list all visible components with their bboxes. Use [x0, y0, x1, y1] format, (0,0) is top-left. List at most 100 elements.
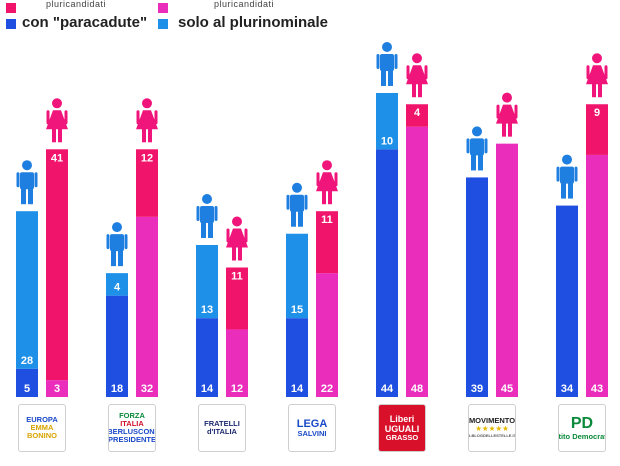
bar-women-plurinominale — [406, 104, 428, 127]
man-icon — [106, 222, 128, 267]
logo-text: ITALIA — [120, 419, 144, 428]
label-women-paracadute: 22 — [321, 383, 333, 395]
bar-women-paracadute — [46, 380, 68, 397]
logo-text: d'ITALIA — [207, 427, 237, 436]
logo-text: BERLUSCONI — [108, 427, 156, 436]
forza-italia-logo: FORZA ITALIA BERLUSCONI PRESIDENTE — [108, 404, 156, 452]
logo-text: Partito Democratico — [558, 432, 606, 441]
fratelli-italia-logo: FRATELLI d'ITALIA — [198, 404, 246, 452]
legend-swatch-pink-2 — [158, 3, 168, 13]
logo-text: SALVINI — [297, 429, 327, 438]
legend-label-left: con "paracadute" — [22, 14, 148, 31]
logo-text: UGUALI — [384, 424, 420, 434]
legend-note-right: pluricandidati — [214, 0, 275, 9]
man-icon — [196, 193, 218, 238]
woman-icon — [586, 53, 608, 98]
man-icon — [376, 41, 398, 86]
label-women-paracadute: 32 — [141, 383, 153, 395]
logo-text: FRATELLI — [204, 419, 240, 428]
label-women-paracadute: 3 — [54, 383, 60, 395]
woman-icon — [496, 92, 518, 137]
label-men-paracadute: 44 — [381, 383, 394, 395]
bar-women-paracadute — [316, 273, 338, 397]
bar-women-paracadute — [226, 329, 248, 397]
bar-women-plurinominale — [46, 149, 68, 381]
label-men-paracadute: 18 — [111, 383, 123, 395]
label-men-paracadute: 5 — [24, 383, 30, 395]
bar-men-plurinominale — [106, 273, 128, 296]
bar-men-paracadute — [466, 177, 488, 397]
label-women-plurinominale: 11 — [231, 271, 243, 283]
logo-text: ILBLOGDELLESTELLE.IT — [468, 433, 516, 438]
legend-swatch-pink — [6, 3, 16, 13]
bar-men-plurinominale — [196, 244, 218, 319]
label-men-paracadute: 14 — [201, 383, 214, 395]
legend-swatch-blue — [6, 19, 16, 29]
legend-note-left: pluricandidati — [46, 0, 107, 9]
woman-icon — [406, 53, 428, 98]
woman-icon — [226, 216, 248, 261]
label-men-paracadute: 14 — [291, 383, 304, 395]
bar-men-paracadute — [556, 205, 578, 397]
bar-women-paracadute — [586, 154, 608, 397]
movimento-5-stelle-logo: MOVIMENTO ★★★★★ ILBLOGDELLESTELLE.IT — [468, 404, 516, 452]
logo-text: LEGA — [296, 418, 328, 430]
bar-men-paracadute — [16, 368, 38, 397]
label-women-paracadute: 12 — [231, 383, 243, 395]
liberi-uguali-logo: Liberi UGUALI GRASSO — [378, 404, 426, 452]
woman-icon — [46, 98, 68, 143]
lega-logo: LEGA SALVINI — [288, 404, 336, 452]
legend-label-right: solo al plurinominale — [178, 14, 329, 31]
bar-men-paracadute — [196, 318, 218, 397]
logo-text: BONINO — [27, 431, 57, 440]
bar-women-paracadute — [496, 143, 518, 397]
legend-swatch-blue-2 — [158, 19, 168, 29]
logo-text: MOVIMENTO — [468, 416, 516, 425]
partito-democratico-logo: PDPartito Democratico — [558, 404, 606, 452]
bar-women-plurinominale — [316, 211, 338, 274]
logo-text: Liberi — [389, 414, 415, 424]
label-women-paracadute: 43 — [591, 383, 603, 395]
legend: pluricandidati con "paracadute" plurican… — [0, 0, 620, 40]
bar-women-plurinominale — [586, 104, 608, 155]
bar-men-paracadute — [376, 149, 398, 397]
label-men-plurinominale: 15 — [291, 304, 303, 316]
label-women-paracadute: 45 — [501, 383, 513, 395]
label-men-plurinominale: 28 — [21, 355, 33, 367]
label-women-paracadute: 48 — [411, 383, 423, 395]
label-men-plurinominale: 10 — [381, 135, 393, 147]
bar-women-plurinominale — [226, 267, 248, 330]
man-icon — [16, 160, 38, 205]
woman-icon — [316, 160, 338, 205]
logo-text: FORZA — [119, 411, 145, 420]
man-icon — [466, 126, 488, 171]
bar-men-plurinominale — [286, 233, 308, 319]
label-men-paracadute: 39 — [471, 383, 483, 395]
label-women-plurinominale: 11 — [321, 214, 333, 226]
woman-icon — [136, 98, 158, 143]
bar-men-plurinominale — [16, 211, 38, 369]
label-women-plurinominale: 41 — [51, 152, 63, 164]
bar-men-paracadute — [286, 318, 308, 397]
label-women-plurinominale: 9 — [594, 107, 600, 119]
logo-text: GRASSO — [385, 433, 419, 442]
bar-women-paracadute — [406, 126, 428, 397]
logo-text: PRESIDENTE — [108, 435, 156, 444]
label-women-plurinominale: 4 — [414, 107, 421, 119]
bar-men-paracadute — [106, 295, 128, 397]
europa-logo: EUROPA EMMA BONINO — [18, 404, 66, 452]
man-icon — [556, 154, 578, 199]
bar-women-plurinominale — [136, 149, 158, 217]
label-men-paracadute: 34 — [561, 383, 574, 395]
bar-men-plurinominale — [376, 92, 398, 150]
label-men-plurinominale: 13 — [201, 304, 213, 316]
label-women-plurinominale: 12 — [141, 152, 153, 164]
man-icon — [286, 182, 308, 227]
logo-text: EUROPA — [26, 415, 58, 424]
logo-text: ★★★★★ — [475, 424, 509, 433]
bar-women-paracadute — [136, 216, 158, 397]
label-men-plurinominale: 4 — [114, 282, 121, 294]
logo-text: EMMA — [30, 423, 54, 432]
logo-text: PD — [570, 415, 594, 432]
